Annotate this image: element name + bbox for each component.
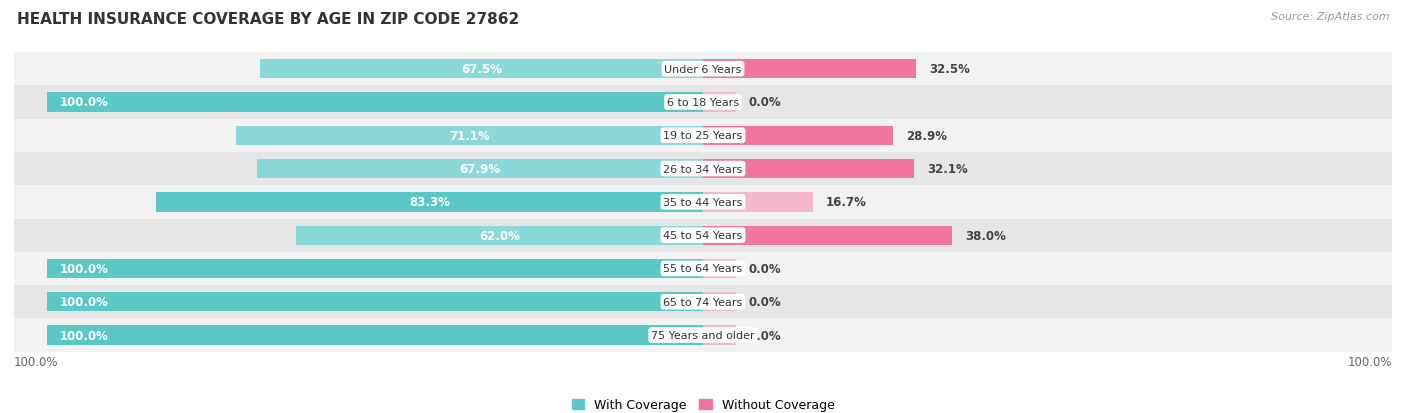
Bar: [703, 226, 952, 245]
Bar: [236, 126, 703, 145]
Bar: [703, 159, 914, 179]
Bar: [703, 325, 735, 345]
Text: 100.0%: 100.0%: [60, 262, 108, 275]
Text: 26 to 34 Years: 26 to 34 Years: [664, 164, 742, 174]
Text: Under 6 Years: Under 6 Years: [665, 64, 741, 74]
Text: 67.5%: 67.5%: [461, 63, 502, 76]
Text: 83.3%: 83.3%: [409, 196, 450, 209]
Text: 19 to 25 Years: 19 to 25 Years: [664, 131, 742, 141]
Bar: [156, 193, 703, 212]
Bar: [14, 252, 1392, 285]
Bar: [14, 53, 1392, 86]
Bar: [297, 226, 703, 245]
Bar: [46, 259, 703, 278]
Text: Source: ZipAtlas.com: Source: ZipAtlas.com: [1271, 12, 1389, 22]
Bar: [703, 93, 735, 112]
Bar: [703, 126, 893, 145]
Bar: [703, 259, 735, 278]
Bar: [46, 292, 703, 312]
Text: 55 to 64 Years: 55 to 64 Years: [664, 264, 742, 274]
Bar: [46, 325, 703, 345]
Text: 75 Years and older: 75 Years and older: [651, 330, 755, 340]
Text: 38.0%: 38.0%: [966, 229, 1007, 242]
Text: 67.9%: 67.9%: [460, 163, 501, 176]
Text: 62.0%: 62.0%: [479, 229, 520, 242]
Bar: [257, 159, 703, 179]
Bar: [703, 193, 813, 212]
Bar: [14, 186, 1392, 219]
Bar: [46, 93, 703, 112]
Text: 32.5%: 32.5%: [929, 63, 970, 76]
Text: 100.0%: 100.0%: [60, 296, 108, 309]
Text: 100.0%: 100.0%: [14, 355, 59, 368]
Bar: [14, 219, 1392, 252]
Text: 100.0%: 100.0%: [60, 96, 108, 109]
Text: 16.7%: 16.7%: [825, 196, 866, 209]
Text: 71.1%: 71.1%: [450, 129, 491, 142]
Text: 0.0%: 0.0%: [749, 296, 782, 309]
Bar: [260, 60, 703, 79]
Text: 0.0%: 0.0%: [749, 262, 782, 275]
Bar: [14, 86, 1392, 119]
Text: 100.0%: 100.0%: [1347, 355, 1392, 368]
Bar: [14, 119, 1392, 152]
Legend: With Coverage, Without Coverage: With Coverage, Without Coverage: [567, 393, 839, 413]
Bar: [14, 285, 1392, 319]
Bar: [14, 152, 1392, 186]
Text: 100.0%: 100.0%: [60, 329, 108, 342]
Bar: [14, 319, 1392, 352]
Text: 0.0%: 0.0%: [749, 329, 782, 342]
Text: 65 to 74 Years: 65 to 74 Years: [664, 297, 742, 307]
Text: 45 to 54 Years: 45 to 54 Years: [664, 230, 742, 241]
Text: 6 to 18 Years: 6 to 18 Years: [666, 98, 740, 108]
Text: 0.0%: 0.0%: [749, 96, 782, 109]
Text: HEALTH INSURANCE COVERAGE BY AGE IN ZIP CODE 27862: HEALTH INSURANCE COVERAGE BY AGE IN ZIP …: [17, 12, 519, 27]
Text: 28.9%: 28.9%: [905, 129, 946, 142]
Text: 35 to 44 Years: 35 to 44 Years: [664, 197, 742, 207]
Text: 32.1%: 32.1%: [927, 163, 967, 176]
Bar: [703, 292, 735, 312]
Bar: [703, 60, 917, 79]
